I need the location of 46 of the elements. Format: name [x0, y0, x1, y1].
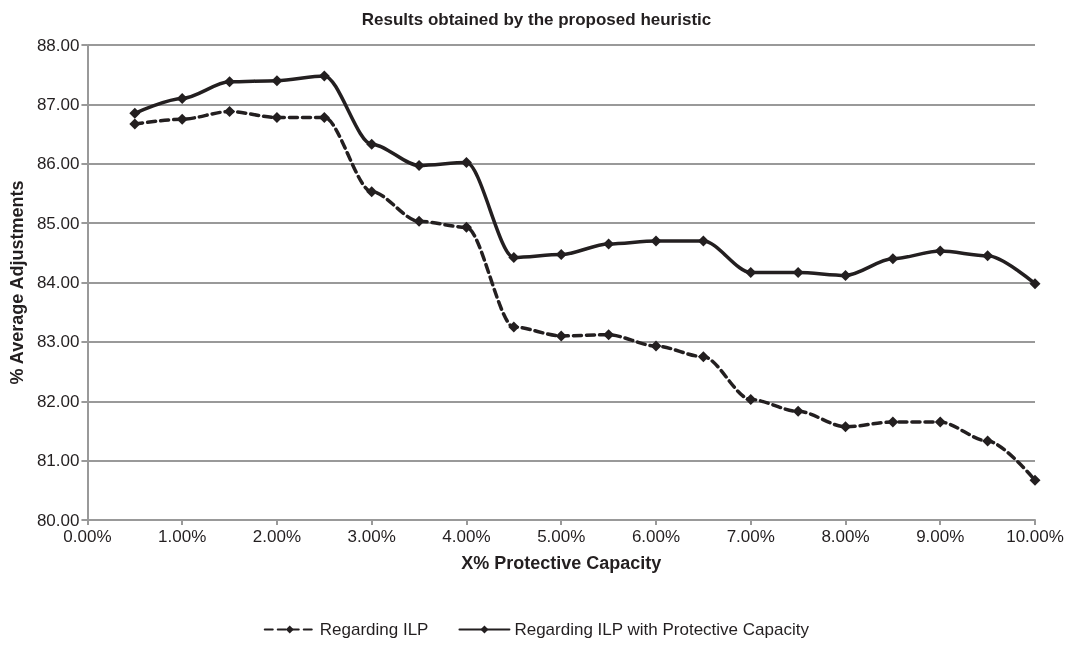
x-tick-label: 7.00% — [726, 527, 775, 546]
point — [982, 435, 994, 447]
point — [1029, 474, 1041, 486]
point — [129, 107, 141, 119]
point — [982, 250, 994, 262]
y-tick-label: 87.00 — [36, 94, 80, 114]
y-tick-label: 81.00 — [36, 451, 80, 471]
point — [934, 416, 946, 428]
y-tick-label: 85.00 — [36, 213, 80, 233]
chart-title: Results obtained by the proposed heuristic — [361, 10, 712, 29]
y-tick-label: 88.00 — [36, 35, 80, 55]
point — [1029, 278, 1041, 290]
x-tick-label: 3.00% — [347, 527, 396, 546]
point — [413, 215, 425, 227]
point — [366, 186, 378, 198]
point — [650, 235, 662, 247]
y-tick-label: 83.00 — [36, 332, 80, 352]
legend-label: Regarding ILP with Protective Capacity — [514, 620, 810, 639]
point — [508, 321, 520, 333]
y-axis-title: % Average Adjustments — [7, 180, 27, 385]
x-tick-label: 10.00% — [1006, 527, 1064, 546]
x-tick-label: 0.00% — [63, 527, 112, 546]
x-tick-label: 5.00% — [537, 527, 586, 546]
y-tick-label: 84.00 — [36, 273, 80, 292]
x-tick-label: 1.00% — [158, 527, 207, 546]
point — [792, 405, 804, 417]
point — [745, 393, 757, 405]
point — [603, 329, 615, 341]
x-tick-label: 4.00% — [442, 527, 491, 546]
point — [555, 330, 567, 342]
y-tick-label: 80.00 — [36, 510, 80, 530]
y-tick-label: 86.00 — [36, 154, 80, 174]
x-axis-title: X% Protective Capacity — [461, 553, 662, 573]
point — [176, 92, 188, 104]
point — [366, 138, 378, 150]
point — [697, 351, 709, 363]
point — [224, 106, 236, 117]
point — [129, 118, 141, 130]
legend-label: Regarding ILP — [319, 620, 429, 639]
x-tick-label: 6.00% — [631, 527, 681, 546]
x-tick-label: 8.00% — [821, 527, 870, 546]
point — [650, 340, 662, 352]
x-tick-label: 2.00% — [252, 527, 302, 546]
y-tick-label: 82.00 — [36, 391, 80, 411]
x-tick-label: 9.00% — [916, 527, 965, 546]
point — [887, 416, 899, 428]
